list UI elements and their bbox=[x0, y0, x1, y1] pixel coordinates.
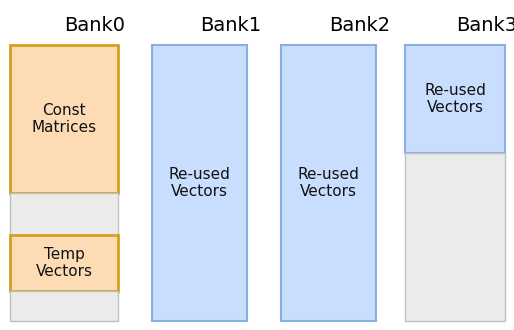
Bar bbox=[405, 45, 505, 153]
Text: Const
Matrices: Const Matrices bbox=[31, 103, 97, 135]
Bar bbox=[152, 45, 247, 321]
Text: Re-used
Vectors: Re-used Vectors bbox=[298, 167, 359, 199]
Text: Bank2: Bank2 bbox=[329, 16, 390, 35]
Bar bbox=[10, 193, 118, 235]
Bar bbox=[10, 45, 118, 193]
Text: Bank0: Bank0 bbox=[64, 16, 125, 35]
Text: Temp
Vectors: Temp Vectors bbox=[35, 247, 93, 279]
Text: Bank1: Bank1 bbox=[200, 16, 261, 35]
Text: Re-used
Vectors: Re-used Vectors bbox=[169, 167, 230, 199]
Bar bbox=[281, 45, 376, 321]
Bar bbox=[10, 235, 118, 291]
Text: Bank3: Bank3 bbox=[456, 16, 514, 35]
Bar bbox=[405, 153, 505, 321]
Text: Re-used
Vectors: Re-used Vectors bbox=[424, 83, 486, 115]
Bar bbox=[10, 291, 118, 321]
